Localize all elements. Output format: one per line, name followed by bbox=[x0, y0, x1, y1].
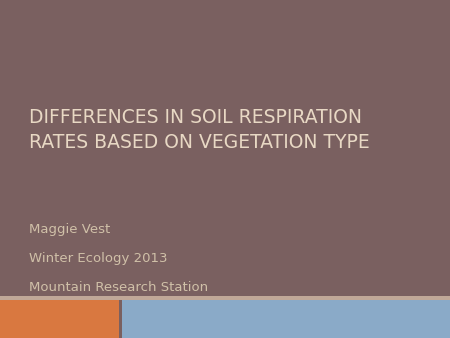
Text: Mountain Research Station: Mountain Research Station bbox=[29, 281, 208, 294]
Bar bbox=[122, 300, 450, 338]
Text: Winter Ecology 2013: Winter Ecology 2013 bbox=[29, 252, 168, 265]
Bar bbox=[0, 300, 119, 338]
Text: DIFFERENCES IN SOIL RESPIRATION
RATES BASED ON VEGETATION TYPE: DIFFERENCES IN SOIL RESPIRATION RATES BA… bbox=[29, 108, 370, 152]
Text: Maggie Vest: Maggie Vest bbox=[29, 223, 111, 236]
Bar bbox=[0, 296, 450, 300]
